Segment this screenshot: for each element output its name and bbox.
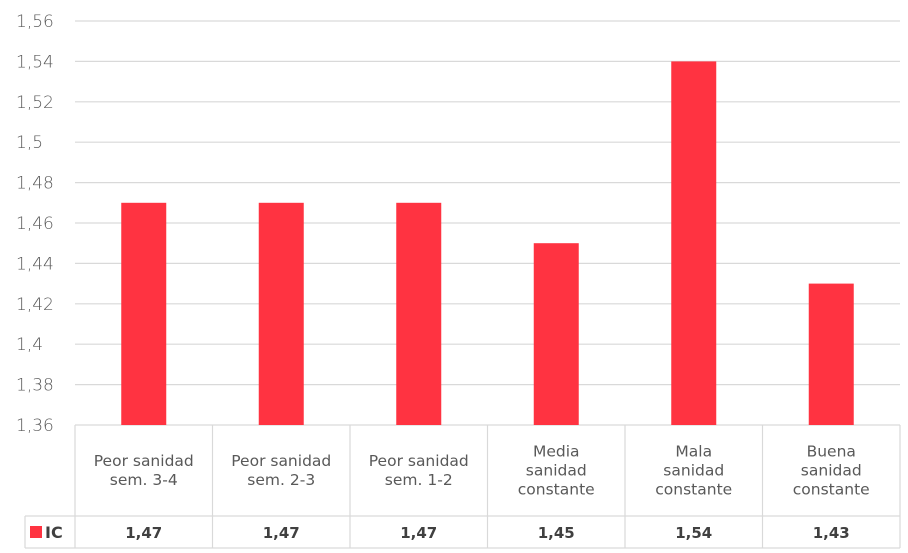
y-tick-label: 1,38 [16, 376, 54, 396]
gridlines [75, 20, 900, 426]
category-label-line: Buena [807, 443, 856, 461]
category-label-line: Peor sanidad [369, 452, 469, 470]
category-label: Mala sanidad constante [655, 443, 732, 499]
data-label: 1,45 [538, 524, 575, 542]
data-label: 1,43 [813, 524, 850, 542]
category-label-line: Peor sanidad [231, 452, 331, 470]
legend-swatch [30, 526, 42, 538]
category-label-line: constante [793, 481, 870, 499]
category-label-line: sanidad [526, 462, 587, 480]
category-label: Media sanidad constante [518, 443, 595, 499]
category-label-line: sem. 2-3 [247, 471, 315, 489]
bars [121, 61, 854, 426]
category-label-line: Peor sanidad [94, 452, 194, 470]
category-label: Peor sanidad sem. 2-3 [231, 452, 331, 489]
y-tick-label: 1,4 [16, 335, 43, 355]
bar [671, 61, 717, 426]
category-label: Buena sanidad constante [793, 443, 870, 499]
data-label: 1,54 [675, 524, 712, 542]
legend-label: IC [45, 523, 63, 542]
data-label: 1,47 [400, 524, 437, 542]
bar [121, 202, 167, 425]
y-tick-label: 1,52 [16, 93, 54, 113]
y-tick-label: 1,42 [16, 295, 54, 315]
y-tick-label: 1,44 [16, 254, 54, 274]
data-label: 1,47 [125, 524, 162, 542]
category-label-line: sem. 3-4 [110, 471, 178, 489]
y-tick-label: 1,36 [16, 416, 54, 436]
category-label-line: sanidad [663, 462, 724, 480]
y-tick-label: 1,46 [16, 214, 54, 234]
y-tick-label: 1,54 [16, 52, 54, 72]
category-label-line: constante [655, 481, 732, 499]
data-label: 1,47 [263, 524, 300, 542]
y-tick-label: 1,5 [16, 133, 43, 153]
category-label-line: Media [533, 443, 580, 461]
bar [808, 283, 854, 425]
category-label-line: Mala [675, 443, 712, 461]
y-axis-ticks: 1,36 1,38 1,4 1,42 1,44 1,46 1,48 1,5 1,52 1,54 1,… [16, 12, 54, 436]
bar [533, 243, 579, 425]
bar [258, 202, 304, 425]
y-tick-label: 1,56 [16, 12, 54, 32]
y-tick-label: 1,48 [16, 174, 54, 194]
category-label-line: sanidad [801, 462, 862, 480]
category-label-line: sem. 1-2 [385, 471, 453, 489]
category-label: Peor sanidad sem. 1-2 [369, 452, 469, 489]
category-label-line: constante [518, 481, 595, 499]
category-label: Peor sanidad sem. 3-4 [94, 452, 194, 489]
bar [396, 202, 442, 425]
